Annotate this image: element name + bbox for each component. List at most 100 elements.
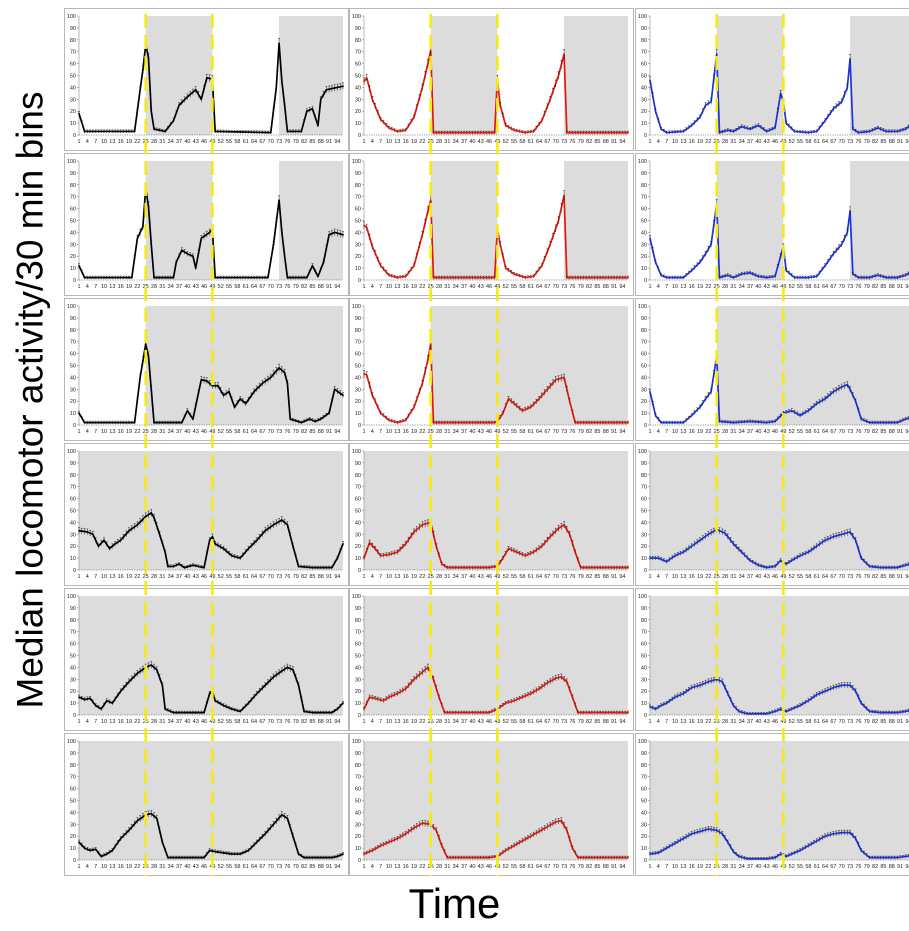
data-point [109,548,111,550]
data-point [139,377,141,379]
data-point [117,422,119,424]
data-point [899,566,901,568]
x-tick-label: 46 [201,139,207,145]
x-tick-label: 31 [159,284,165,290]
data-point [256,539,258,541]
y-tick-label: 60 [70,642,76,648]
data-point [580,132,582,134]
x-tick-label: 64 [822,719,828,725]
x-tick-label: 13 [680,574,686,580]
data-point [295,131,297,133]
data-point [824,265,826,267]
data-point [691,125,693,127]
x-tick-label: 58 [519,284,525,290]
y-tick-label: 20 [70,254,76,260]
x-tick-label: 49 [209,574,215,580]
x-tick-label: 1 [362,429,365,435]
y-tick-label: 10 [641,556,647,562]
x-tick-label: 94 [905,284,909,290]
x-tick-label: 85 [309,429,315,435]
y-tick-label: 90 [355,461,361,467]
data-point [844,385,846,387]
x-tick-label: 94 [905,429,909,435]
data-point [372,99,374,101]
data-point [460,132,462,134]
y-tick-label: 30 [70,242,76,248]
data-point [508,126,510,128]
x-tick-label: 55 [797,429,803,435]
data-point [214,543,216,545]
x-tick-label: 91 [326,719,332,725]
data-point [458,277,460,279]
x-tick-label: 76 [855,284,861,290]
data-point [752,561,754,563]
data-point [391,128,393,130]
x-tick-label: 76 [284,574,290,580]
data-point [223,277,225,279]
data-point [106,544,108,546]
data-point [295,556,297,558]
data-point [223,548,225,550]
x-tick-label: 91 [611,139,617,145]
x-tick-label: 28 [722,574,728,580]
data-point [153,128,155,130]
data-point [128,277,130,279]
data-point [153,277,155,279]
data-point [866,563,868,565]
data-point [259,277,261,279]
data-point [339,233,341,235]
data-point [485,712,487,714]
data-point [264,132,266,134]
data-point [597,422,599,424]
x-tick-label: 10 [101,429,107,435]
x-tick-label: 43 [478,719,484,725]
x-tick-label: 79 [293,284,299,290]
data-point [106,277,108,279]
x-tick-label: 64 [536,139,542,145]
data-point [164,422,166,424]
data-point [696,264,698,266]
data-point [394,129,396,131]
x-tick-label: 73 [847,139,853,145]
x-tick-label: 73 [276,574,282,580]
data-point [320,268,322,270]
data-point [766,422,768,424]
data-point [195,405,197,407]
data-point [301,698,303,700]
data-point [214,700,216,702]
data-point [477,712,479,714]
data-point [117,541,119,543]
data-point [466,132,468,134]
data-point [125,684,127,686]
data-point [237,131,239,133]
data-point [730,539,732,541]
x-tick-label: 40 [469,719,475,725]
data-point [292,131,294,133]
data-point [98,545,100,547]
x-tick-label: 82 [301,429,307,435]
data-point [175,261,177,263]
data-point [613,422,615,424]
data-point [253,391,255,393]
data-point [480,567,482,569]
data-point [295,277,297,279]
data-point [710,532,712,534]
x-tick-label: 19 [411,574,417,580]
data-point [262,687,264,689]
data-point [298,566,300,568]
data-point [239,398,241,400]
data-point [541,545,543,547]
x-tick-label: 73 [276,719,282,725]
data-point [427,210,429,212]
x-tick-label: 10 [386,429,392,435]
data-point [441,422,443,424]
data-point [267,528,269,530]
data-point [435,687,437,689]
data-point [602,422,604,424]
x-tick-label: 16 [689,429,695,435]
data-point [597,567,599,569]
x-tick-label: 85 [880,139,886,145]
x-tick-label: 34 [739,719,745,725]
data-point [98,277,100,279]
